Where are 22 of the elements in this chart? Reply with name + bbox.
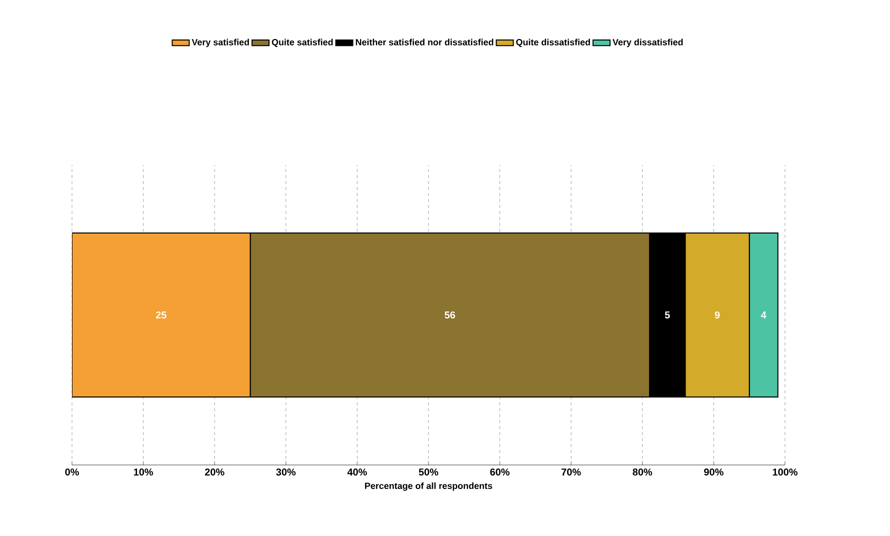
legend-label: Very dissatisfied (612, 38, 683, 48)
x-tick-label: 0% (65, 468, 79, 476)
x-tick-label: 90% (704, 468, 724, 476)
x-tick-label: 40% (347, 468, 367, 476)
x-tick-label: 50% (418, 468, 438, 476)
x-axis-title: Percentage of all respondents (365, 482, 492, 491)
x-tick-label: 80% (632, 468, 652, 476)
data-label: 5 (664, 312, 670, 318)
x-tick-label: 100% (772, 468, 798, 476)
legend-label: Neither satisfied nor dissatisfied (356, 38, 494, 46)
x-tick-label: 30% (276, 468, 296, 476)
legend-label: Quite satisfied (272, 38, 333, 48)
data-label: 9 (714, 311, 720, 319)
legend-label: Very satisfied (192, 38, 249, 48)
data-label: 4 (761, 312, 766, 318)
x-tick-label: 70% (562, 468, 581, 476)
data-label: 25 (156, 311, 166, 319)
x-tick-label: 10% (134, 468, 154, 476)
legend-label: Quite dissatisfied (516, 38, 590, 48)
data-label: 56 (444, 311, 456, 319)
x-tick-label: 60% (490, 468, 510, 476)
x-tick-label: 20% (204, 468, 224, 476)
